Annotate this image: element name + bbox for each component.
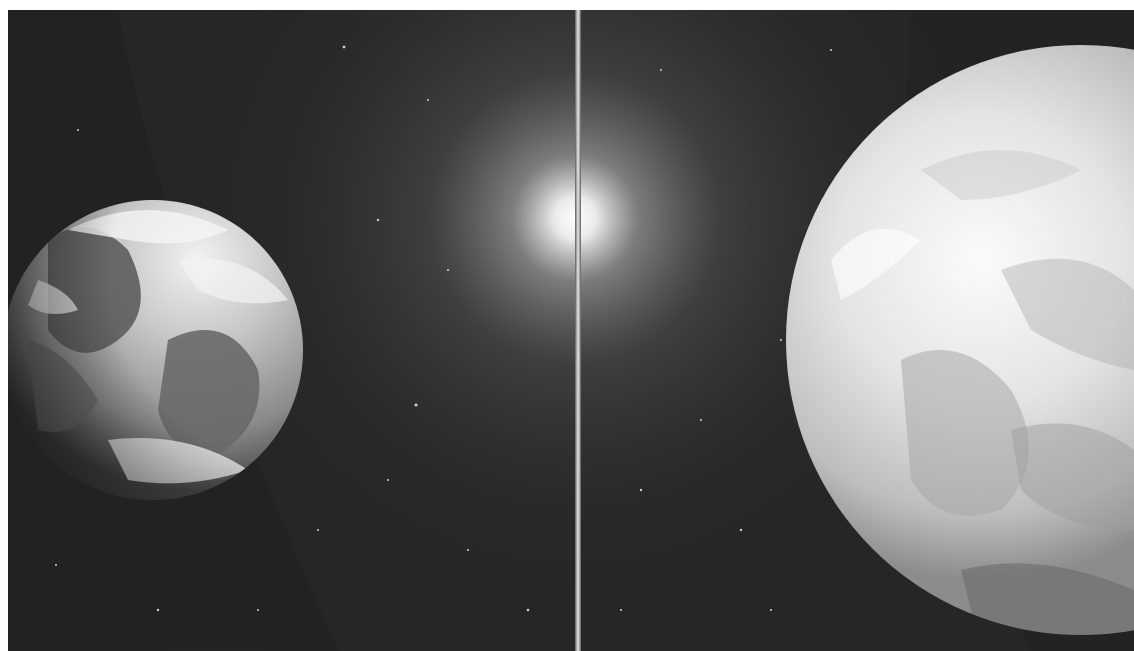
planet-right	[786, 45, 1134, 635]
star-field	[55, 45, 530, 612]
planet-left	[8, 200, 303, 500]
panel-divider	[575, 10, 581, 651]
left-panel	[8, 10, 575, 651]
left-scene	[8, 10, 575, 651]
image-frame	[8, 10, 1134, 651]
right-panel	[581, 10, 1134, 651]
right-scene	[581, 10, 1134, 651]
